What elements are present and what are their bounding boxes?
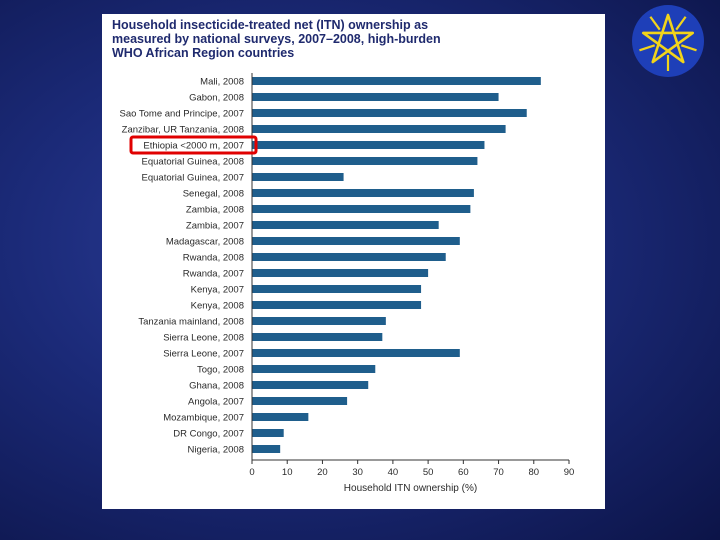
bar bbox=[252, 205, 471, 213]
x-tick-label: 10 bbox=[282, 467, 293, 478]
star-icon bbox=[641, 13, 695, 64]
bar bbox=[252, 301, 422, 309]
category-label: Mali, 2008 bbox=[200, 77, 244, 88]
category-label: Ghana, 2008 bbox=[189, 381, 244, 392]
chart-title-line: measured by national surveys, 2007–2008,… bbox=[112, 32, 441, 46]
bar bbox=[252, 285, 422, 293]
emblem-ray bbox=[675, 16, 687, 31]
bar bbox=[252, 173, 344, 181]
x-tick-label: 90 bbox=[564, 467, 575, 478]
bar bbox=[252, 221, 439, 229]
bar bbox=[252, 333, 383, 341]
category-label: Kenya, 2007 bbox=[191, 285, 244, 296]
emblem-ray bbox=[680, 44, 697, 52]
highlight-layer bbox=[129, 135, 258, 155]
category-label: Sierra Leone, 2008 bbox=[163, 333, 244, 344]
category-label: Sao Tome and Principe, 2007 bbox=[120, 109, 244, 120]
category-label: Madagascar, 2008 bbox=[166, 237, 244, 248]
category-label: Equatorial Guinea, 2007 bbox=[142, 173, 244, 184]
category-label: Rwanda, 2008 bbox=[183, 253, 244, 264]
bar bbox=[252, 77, 541, 85]
category-label: Nigeria, 2008 bbox=[187, 445, 244, 456]
emblem-ray bbox=[649, 16, 661, 31]
bar bbox=[252, 269, 429, 277]
x-tick-label: 20 bbox=[317, 467, 328, 478]
bar bbox=[252, 349, 460, 357]
category-label: Rwanda, 2007 bbox=[183, 269, 244, 280]
bar bbox=[252, 141, 485, 149]
ethiopian-star-emblem-icon bbox=[632, 5, 704, 77]
x-tick-label: 80 bbox=[528, 467, 539, 478]
x-tick-label: 40 bbox=[388, 467, 399, 478]
highlight-box bbox=[129, 135, 258, 155]
category-label: Gabon, 2008 bbox=[189, 93, 244, 104]
bar bbox=[252, 413, 309, 421]
category-label: Zambia, 2008 bbox=[186, 205, 244, 216]
bar-chart: Mali, 2008 Gabon, 2008 Sao Tome and Princi… bbox=[120, 73, 574, 494]
bar bbox=[252, 253, 446, 261]
bar bbox=[252, 397, 348, 405]
category-label: Zanzibar, UR Tanzania, 2008 bbox=[122, 125, 244, 136]
bar bbox=[252, 317, 386, 325]
category-label: Zambia, 2007 bbox=[186, 221, 244, 232]
emblem-ray bbox=[639, 44, 656, 52]
bar bbox=[252, 445, 281, 453]
x-tick-label: 60 bbox=[458, 467, 469, 478]
bar bbox=[252, 125, 506, 133]
x-tick-label: 30 bbox=[352, 467, 363, 478]
category-label: Ethiopia <2000 m, 2007 bbox=[143, 141, 244, 152]
bar bbox=[252, 381, 369, 389]
bar bbox=[252, 237, 460, 245]
category-label: Senegal, 2008 bbox=[183, 189, 244, 200]
x-axis-label: Household ITN ownership (%) bbox=[344, 483, 477, 494]
chart-title-line: Household insecticide-treated net (ITN) … bbox=[112, 18, 429, 32]
category-label: Angola, 2007 bbox=[188, 397, 244, 408]
emblem-circle bbox=[632, 5, 704, 77]
category-labels: Mali, 2008 Gabon, 2008 Sao Tome and Princi… bbox=[120, 77, 244, 456]
category-label: DR Congo, 2007 bbox=[173, 429, 244, 440]
category-label: Tanzania mainland, 2008 bbox=[138, 317, 244, 328]
bar bbox=[252, 157, 478, 165]
category-label: Kenya, 2008 bbox=[191, 301, 244, 312]
x-axis: 0 10 20 30 40 50 60 70 80 90 bbox=[249, 73, 574, 478]
bars bbox=[252, 77, 541, 453]
chart-title-line: WHO African Region countries bbox=[112, 46, 295, 60]
bar bbox=[252, 429, 284, 437]
x-tick-label: 0 bbox=[249, 467, 254, 478]
category-label: Togo, 2008 bbox=[197, 365, 244, 376]
chart-title: Household insecticide-treated net (ITN) … bbox=[112, 18, 602, 60]
x-tick-label: 70 bbox=[493, 467, 504, 478]
category-label: Sierra Leone, 2007 bbox=[163, 349, 244, 360]
chart-panel: Mali, 2008 Gabon, 2008 Sao Tome and Princi… bbox=[102, 14, 605, 509]
bar bbox=[252, 189, 474, 197]
emblem-rays bbox=[639, 16, 697, 71]
bar bbox=[252, 93, 499, 101]
bar bbox=[252, 109, 527, 117]
category-label: Mozambique, 2007 bbox=[163, 413, 244, 424]
x-tick-label: 50 bbox=[423, 467, 434, 478]
bar bbox=[252, 365, 376, 373]
category-label: Equatorial Guinea, 2008 bbox=[142, 157, 244, 168]
